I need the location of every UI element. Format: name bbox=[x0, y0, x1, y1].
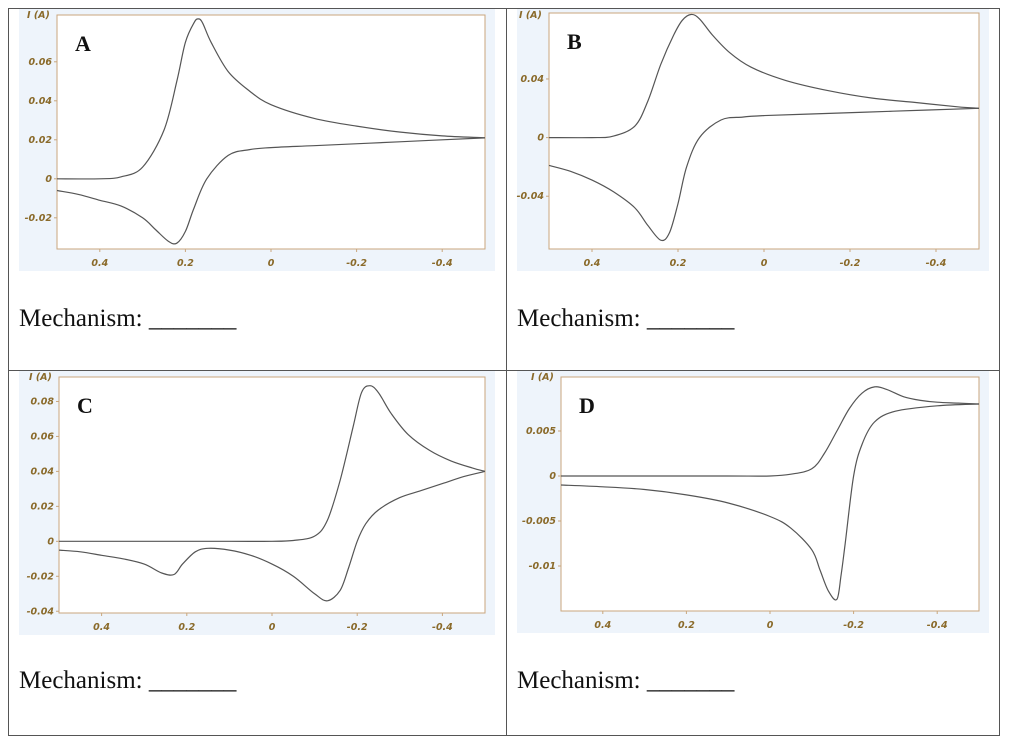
x-tick-label: -0.2 bbox=[840, 258, 861, 269]
y-tick-label: 0.06 bbox=[29, 57, 53, 68]
reverse-scan-curve bbox=[56, 137, 486, 245]
mechanism-label: Mechanism: bbox=[517, 305, 641, 332]
mechanism-label: Mechanism: bbox=[19, 667, 143, 694]
y-tick-label: 0.04 bbox=[29, 96, 53, 107]
x-tick-label: -0.4 bbox=[432, 622, 453, 633]
reverse-scan-curve bbox=[548, 107, 980, 242]
chart-a: 0.06 0.04 0.02 0 -0.02 0.4 0.2 0 -0.2 -0.4 I (A) A bbox=[19, 9, 495, 271]
y-tick-label: 0.005 bbox=[526, 426, 556, 437]
y-tick-label: -0.02 bbox=[27, 571, 55, 582]
plot-letter-label: A bbox=[75, 31, 91, 56]
y-tick-label: -0.02 bbox=[25, 213, 53, 224]
question-table bbox=[8, 8, 1000, 736]
y-axis-label: I (A) bbox=[519, 10, 542, 21]
x-tick-label: 0.2 bbox=[670, 258, 687, 269]
mechanism-blank[interactable]: _______ bbox=[646, 667, 735, 694]
y-tick-label: 0.02 bbox=[31, 501, 55, 512]
x-tick-label: 0.4 bbox=[91, 258, 108, 269]
plot-letter-label: B bbox=[567, 29, 582, 54]
x-tick-label: 0.2 bbox=[678, 620, 695, 631]
y-tick-label: -0.01 bbox=[529, 561, 556, 572]
mechanism-blank[interactable]: _______ bbox=[148, 667, 237, 694]
y-tick-label: -0.04 bbox=[27, 606, 55, 617]
x-tick-label: 0.2 bbox=[178, 622, 195, 633]
y-tick-label: 0.02 bbox=[29, 135, 53, 146]
chart-b: 0.04 0 -0.04 0.4 0.2 0 -0.2 -0.4 I (A) B bbox=[517, 9, 989, 271]
y-tick-label: 0 bbox=[549, 471, 556, 482]
x-tick-label: 0.4 bbox=[594, 620, 611, 631]
x-tick-label: 0 bbox=[761, 258, 768, 269]
chart-d: 0.005 0 -0.005 -0.01 0.4 0.2 0 -0.2 -0.4 I (A) D bbox=[517, 371, 989, 633]
x-tick-label: 0.4 bbox=[584, 258, 601, 269]
y-tick-label: 0.08 bbox=[31, 396, 55, 407]
y-tick-label: 0.04 bbox=[521, 74, 545, 85]
plot-area bbox=[548, 12, 980, 250]
mechanism-blank[interactable]: _______ bbox=[148, 305, 237, 332]
forward-scan-curve bbox=[59, 385, 486, 542]
x-tick-label: -0.4 bbox=[926, 258, 947, 269]
x-tick-label: -0.2 bbox=[346, 258, 367, 269]
forward-scan-curve bbox=[56, 18, 486, 180]
x-tick-label: -0.2 bbox=[843, 620, 864, 631]
x-tick-label: 0 bbox=[767, 620, 774, 631]
y-tick-label: 0 bbox=[537, 133, 544, 144]
y-tick-label: 0.04 bbox=[31, 466, 55, 477]
y-tick-label: 0.06 bbox=[31, 431, 55, 442]
y-tick-label: 0 bbox=[45, 174, 52, 185]
y-axis-label: I (A) bbox=[531, 372, 554, 383]
reverse-scan-curve bbox=[560, 403, 980, 601]
plot-letter-label: D bbox=[579, 393, 595, 418]
plot-area bbox=[56, 14, 486, 250]
plot-area bbox=[560, 376, 980, 612]
mechanism-b: Mechanism: _______ bbox=[517, 305, 734, 333]
y-axis-label: I (A) bbox=[29, 372, 52, 383]
cell-b: 0.04 0 -0.04 0.4 0.2 0 -0.2 -0.4 I (A) B Mechanis… bbox=[507, 9, 999, 370]
x-tick-label: 0 bbox=[268, 258, 275, 269]
mechanism-label: Mechanism: bbox=[19, 305, 143, 332]
table-divider-horizontal bbox=[8, 370, 1000, 371]
x-tick-label: 0.4 bbox=[93, 622, 110, 633]
reverse-scan-curve bbox=[58, 470, 486, 602]
cell-d: 0.005 0 -0.005 -0.01 0.4 0.2 0 -0.2 -0.4 I (A) D M… bbox=[507, 371, 999, 735]
x-tick-label: 0 bbox=[269, 622, 276, 633]
y-axis-label: I (A) bbox=[27, 10, 50, 21]
plot-letter-label: C bbox=[77, 393, 93, 418]
forward-scan-curve bbox=[548, 13, 980, 139]
mechanism-a: Mechanism: _______ bbox=[19, 305, 236, 333]
y-tick-label: -0.04 bbox=[517, 191, 545, 202]
x-tick-label: -0.4 bbox=[432, 258, 453, 269]
mechanism-label: Mechanism: bbox=[517, 667, 641, 694]
x-tick-label: 0.2 bbox=[177, 258, 194, 269]
plot-area bbox=[58, 376, 486, 614]
mechanism-blank[interactable]: _______ bbox=[646, 305, 735, 332]
mechanism-c: Mechanism: _______ bbox=[19, 667, 236, 695]
cell-a: 0.06 0.04 0.02 0 -0.02 0.4 0.2 0 -0.2 -0.4 I (A) A … bbox=[9, 9, 506, 370]
table-divider-vertical bbox=[506, 8, 507, 736]
cell-c: 0.08 0.06 0.04 0.02 0 -0.02 -0.04 0.4 0.2 0 -0.2 -0… bbox=[9, 371, 506, 735]
y-tick-label: 0 bbox=[47, 536, 54, 547]
chart-c: 0.08 0.06 0.04 0.02 0 -0.02 -0.04 0.4 0.2 0 -0.2 -0… bbox=[19, 371, 495, 635]
x-tick-label: -0.4 bbox=[927, 620, 948, 631]
y-tick-label: -0.005 bbox=[522, 516, 556, 527]
x-tick-label: -0.2 bbox=[347, 622, 368, 633]
forward-scan-curve bbox=[560, 386, 980, 477]
mechanism-d: Mechanism: _______ bbox=[517, 667, 734, 695]
